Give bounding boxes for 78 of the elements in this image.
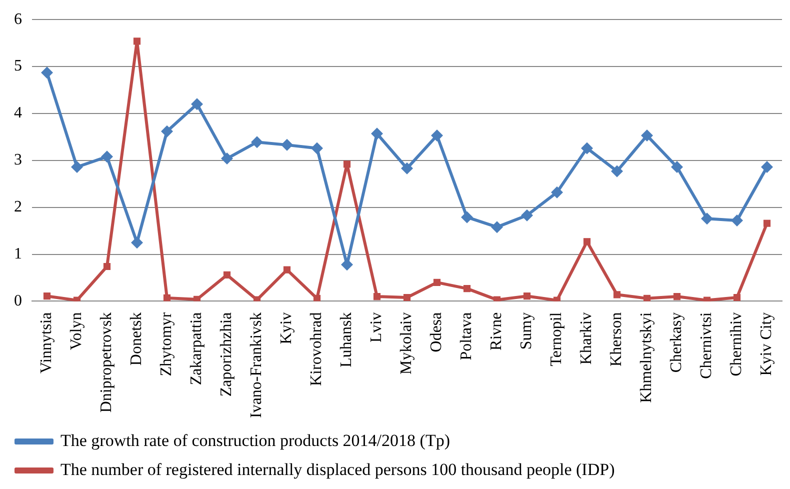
point — [311, 142, 323, 154]
x-tick-label: Chernivtsi — [698, 312, 716, 379]
y-tick-label: 6 — [14, 10, 22, 28]
point — [491, 221, 503, 234]
x-tick-label: Poltava — [458, 312, 476, 360]
point — [461, 211, 473, 224]
point — [463, 285, 471, 292]
x-tick-label: Khmelnytskyi — [638, 312, 656, 403]
x-tick-label: Luhansk — [338, 312, 356, 368]
x-tick-label: Zakarpattia — [188, 312, 206, 386]
y-tick-label: 2 — [14, 198, 22, 216]
point — [611, 165, 623, 178]
x-tick-label: Kyiv City — [758, 312, 776, 376]
y-tick-label: 5 — [14, 58, 22, 75]
point — [133, 38, 141, 45]
y-tick-label: 3 — [14, 152, 22, 169]
x-tick-label: Kirovohrad — [308, 312, 326, 386]
point — [193, 296, 201, 302]
point — [163, 294, 171, 302]
point — [191, 98, 203, 110]
point — [641, 130, 653, 142]
point — [523, 292, 531, 300]
x-tick-label: Chernihiv — [728, 312, 746, 376]
point — [283, 266, 291, 274]
x-tick-label: Kharkiv — [578, 312, 596, 365]
x-tick-label: Dnipropetrovsk — [98, 312, 116, 413]
point — [401, 162, 413, 174]
point — [433, 278, 441, 286]
x-tick-label: Vinnytsia — [38, 312, 56, 374]
point — [671, 160, 683, 173]
point — [581, 142, 593, 154]
point — [403, 294, 411, 302]
point — [103, 262, 111, 270]
point — [701, 212, 713, 225]
point — [761, 160, 773, 173]
legend-label: The number of registered internally displaced persons 100 thousand people (IDP) — [60, 460, 615, 479]
point — [371, 128, 383, 140]
x-tick-label: Kherson — [608, 312, 626, 366]
point — [733, 294, 741, 302]
point — [43, 292, 51, 300]
legend-label: The growth rate of construction products 2014/2018 (Tp) — [60, 430, 450, 450]
point — [223, 271, 231, 278]
point — [251, 136, 263, 148]
point — [613, 291, 621, 298]
x-tick-label: Cherkasy — [668, 312, 686, 373]
point — [373, 293, 381, 300]
point — [673, 293, 681, 300]
x-tick-label: Ivano-Frankivsk — [248, 312, 266, 418]
x-tick-label: Ternopil — [548, 312, 566, 366]
point — [431, 130, 443, 142]
x-tick-label: Sumy — [518, 312, 536, 350]
y-tick-label: 1 — [14, 246, 22, 263]
point — [131, 236, 143, 249]
x-tick-label: Lviv — [368, 312, 386, 342]
point — [643, 294, 651, 302]
point — [731, 214, 743, 227]
x-tick-label: Kyiv — [278, 312, 296, 344]
point — [763, 220, 771, 227]
point — [101, 150, 113, 163]
point — [161, 125, 173, 138]
point — [521, 209, 533, 222]
y-tick-label: 0 — [14, 292, 22, 310]
x-tick-label: Zhytomyr — [158, 312, 176, 376]
point — [343, 160, 351, 168]
point — [583, 238, 591, 246]
x-tick-label: Mykolaiv — [398, 312, 416, 374]
x-tick-label: Volyn — [68, 312, 86, 350]
x-tick-label: Rivne — [488, 312, 506, 350]
y-tick-label: 4 — [14, 104, 22, 122]
x-tick-label: Odesa — [428, 312, 446, 352]
point — [551, 186, 563, 198]
x-tick-label: Donetsk — [128, 312, 146, 366]
point — [221, 152, 233, 165]
point — [71, 160, 83, 173]
point — [281, 138, 293, 151]
point — [41, 66, 53, 79]
point — [313, 294, 321, 302]
x-tick-label: Zaporizhzhia — [218, 312, 236, 397]
